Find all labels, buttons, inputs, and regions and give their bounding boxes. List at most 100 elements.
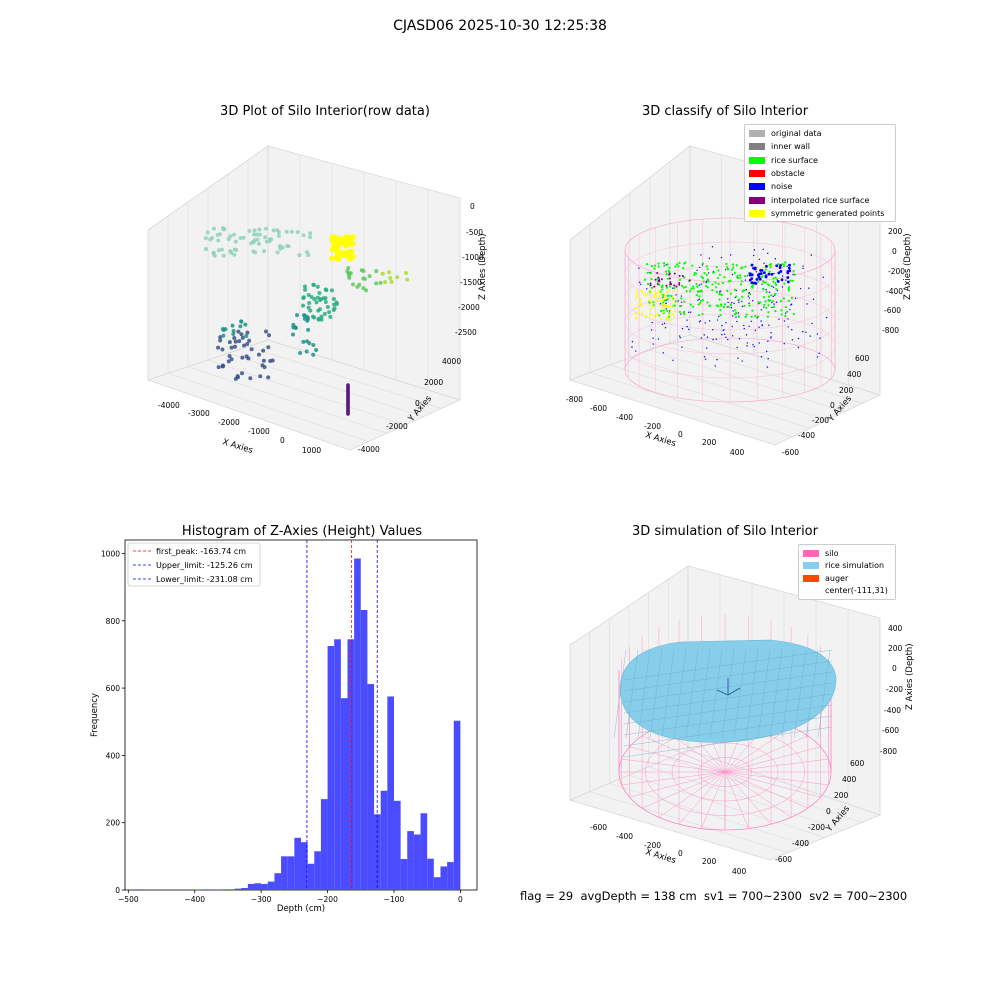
mesh-line bbox=[709, 649, 723, 739]
p2-rice-point bbox=[658, 314, 661, 317]
p1-point bbox=[241, 343, 246, 348]
p2-rice-point bbox=[721, 281, 725, 285]
p1-ytick: 4000 bbox=[442, 357, 461, 366]
p2-noise-point bbox=[771, 301, 773, 304]
hist-bar bbox=[387, 696, 394, 890]
p2-noise-point bbox=[719, 290, 722, 292]
p1-point bbox=[336, 249, 343, 256]
p1-point bbox=[304, 250, 309, 255]
p2-noise-point bbox=[812, 298, 815, 300]
p2-legend-swatch bbox=[749, 130, 765, 138]
p2-noise-point bbox=[781, 286, 784, 288]
p2-symmetric-point bbox=[671, 312, 674, 315]
p1-point bbox=[270, 358, 275, 363]
p2-legend-entry: obstacle bbox=[749, 167, 891, 180]
p2-noise-point bbox=[741, 300, 743, 303]
p4-legend-entry: silo bbox=[803, 547, 891, 560]
p2-rice-point bbox=[662, 261, 666, 265]
p2-rice-point bbox=[735, 264, 738, 267]
p2-noise-point bbox=[703, 334, 705, 336]
p2-noise-point bbox=[725, 336, 727, 338]
p2-noise-point bbox=[705, 281, 707, 284]
hist-bar bbox=[393, 800, 401, 890]
p2-interp-point bbox=[678, 274, 681, 277]
p2-noise-point bbox=[754, 329, 757, 332]
p2-rice-point bbox=[668, 266, 671, 269]
p2-rice-point bbox=[774, 281, 777, 285]
p4-zlabel: Z Axies (Depth) bbox=[905, 643, 915, 710]
grid-line bbox=[167, 373, 369, 442]
p2-noise-point bbox=[770, 336, 772, 338]
p2-rice-point bbox=[719, 308, 722, 312]
p1-point bbox=[310, 314, 315, 319]
p2-rice-point bbox=[772, 277, 775, 280]
p2-noise-point bbox=[802, 267, 804, 270]
p2-ytick: -200 bbox=[812, 416, 829, 425]
p1-point bbox=[276, 233, 281, 238]
p2-noise-point bbox=[774, 258, 777, 260]
p2-noise-point bbox=[762, 271, 766, 274]
p2-symmetric-point bbox=[660, 293, 663, 296]
p2-rice-point bbox=[665, 286, 669, 289]
p2-rice-point bbox=[729, 303, 733, 306]
p2-noise-point bbox=[784, 312, 787, 314]
p1-point bbox=[233, 344, 238, 349]
p4-xtick: -600 bbox=[590, 823, 607, 832]
p2-rice-point bbox=[722, 306, 725, 309]
p2-noise-point bbox=[705, 280, 708, 282]
p2-noise-point bbox=[761, 324, 763, 327]
p2-rice-point bbox=[792, 269, 795, 273]
p1-point bbox=[349, 234, 356, 241]
mesh-line bbox=[745, 649, 759, 739]
hist-bar bbox=[201, 889, 209, 890]
p2-rice-point bbox=[705, 265, 708, 268]
p2-noise-point bbox=[799, 287, 802, 290]
p1-point bbox=[374, 281, 379, 286]
p2-symmetric-point bbox=[651, 318, 654, 321]
p2-rice-point bbox=[711, 283, 714, 286]
p2-rice-point bbox=[777, 263, 780, 266]
p2-noise-point bbox=[763, 306, 765, 308]
p2-interp-point bbox=[688, 279, 691, 282]
p2-rice-point bbox=[735, 312, 738, 315]
p2-symmetric-point bbox=[644, 294, 647, 297]
p1-point bbox=[395, 275, 400, 280]
p2-rice-point bbox=[732, 266, 735, 269]
p2-rice-point bbox=[743, 304, 746, 308]
p1-point bbox=[264, 329, 269, 334]
p2-rice-point bbox=[738, 274, 741, 277]
p1-zlabel: Z Axies (Depth) bbox=[478, 233, 488, 300]
p1-point bbox=[297, 253, 302, 258]
p1-ztick: -500 bbox=[466, 228, 483, 237]
p2-noise-point bbox=[767, 357, 769, 360]
p1-xtick: -2000 bbox=[218, 418, 240, 427]
hist-bar bbox=[247, 883, 255, 890]
p2-noise-point bbox=[748, 297, 751, 299]
p2-rice-point bbox=[692, 287, 695, 290]
p1-ztick: -2500 bbox=[455, 328, 477, 337]
p4-ztick: -800 bbox=[880, 747, 897, 756]
p2-noise-point bbox=[753, 281, 757, 285]
p1-xlabel: X Axies bbox=[221, 437, 254, 456]
p1-point bbox=[309, 294, 314, 299]
mesh-line bbox=[817, 649, 831, 739]
p2-noise-point bbox=[635, 350, 637, 352]
p2-noise-point bbox=[816, 333, 819, 335]
p2-rice-point bbox=[720, 293, 723, 296]
p2-noise-point bbox=[704, 322, 706, 324]
hist-bar bbox=[407, 831, 414, 890]
hist-bar bbox=[314, 851, 321, 890]
p2-rice-point bbox=[692, 285, 695, 288]
p2-rice-point bbox=[723, 303, 727, 306]
p1-point bbox=[263, 235, 268, 240]
p2-symmetric-point bbox=[658, 291, 661, 294]
p1-point bbox=[364, 288, 369, 293]
p2-xtick: -800 bbox=[566, 395, 583, 404]
p2-legend-entry: noise bbox=[749, 180, 891, 193]
p1-point bbox=[361, 276, 366, 281]
p1-point bbox=[261, 348, 266, 353]
p2-rice-point bbox=[715, 304, 718, 307]
p2-noise-point bbox=[766, 366, 769, 368]
p2-noise-point bbox=[758, 342, 760, 344]
p2-symmetric-point bbox=[670, 304, 673, 307]
